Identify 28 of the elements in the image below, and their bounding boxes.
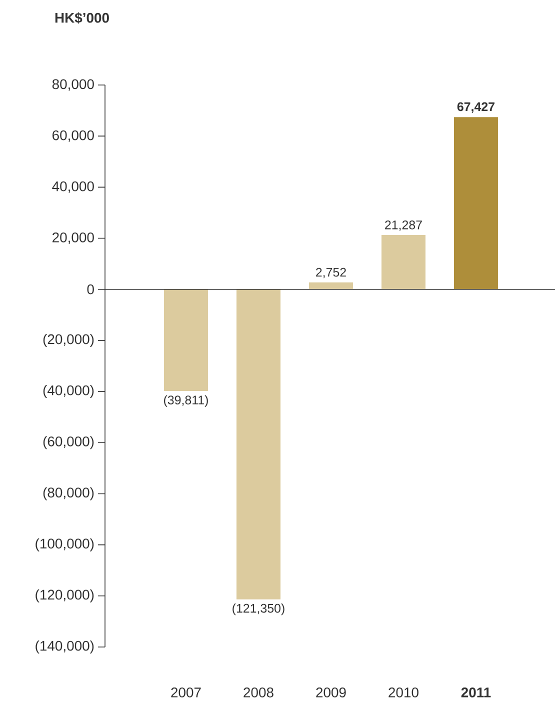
y-tick-label: 60,000 (52, 130, 94, 142)
y-tick-label: (100,000) (36, 538, 94, 552)
data-label: 21,287 (385, 220, 422, 231)
x-tick-label: 2011 (461, 688, 491, 698)
y-axis-title: HK$’000 (55, 12, 109, 24)
data-label: 2,752 (316, 268, 346, 278)
y-tick-label: (80,000) (43, 487, 94, 500)
bar (381, 234, 426, 290)
y-tick-label: 20,000 (52, 232, 94, 244)
x-tick-label: 2007 (171, 688, 201, 698)
y-tick-label: 0 (87, 284, 94, 294)
y-tick-label: (40,000) (43, 385, 94, 398)
y-tick-label: (20,000) (43, 334, 94, 347)
bar (454, 117, 498, 290)
bar (308, 282, 353, 290)
data-label: (39,811) (164, 395, 208, 407)
x-tick-label: 2008 (244, 688, 274, 698)
data-label: 67,427 (457, 102, 494, 113)
x-tick-label: 2010 (388, 688, 418, 698)
y-tick-label: (60,000) (43, 436, 94, 450)
data-label: (121,350) (232, 604, 284, 616)
y-tick-label: 80,000 (52, 79, 94, 91)
x-tick-label: 2009 (316, 688, 346, 698)
y-tick-label: 40,000 (52, 181, 94, 193)
y-tick-label: (120,000) (36, 589, 94, 602)
bar (164, 289, 208, 392)
y-tick-label: (140,000) (36, 640, 94, 654)
bar (236, 289, 280, 600)
